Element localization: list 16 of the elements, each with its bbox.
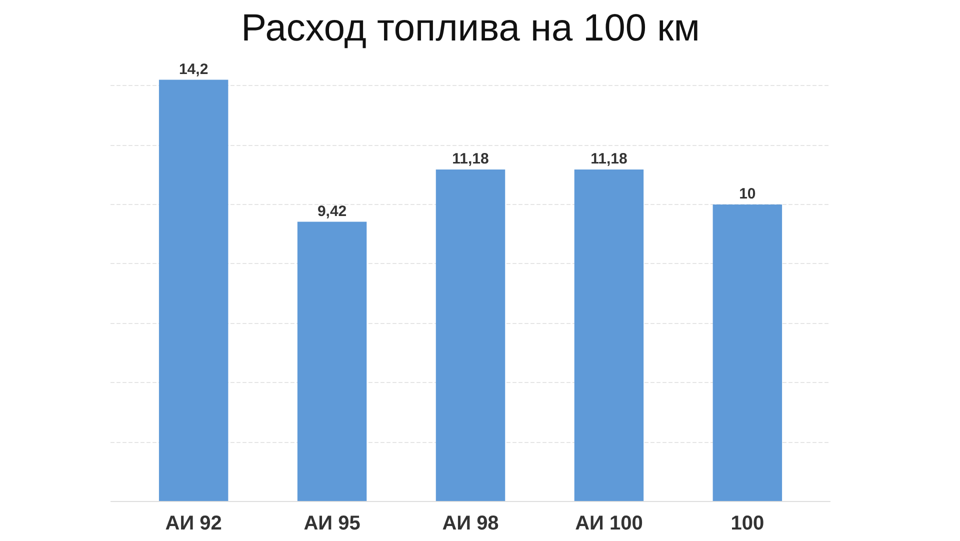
data-label: 14,2 xyxy=(178,60,208,78)
chart-title: Расход топлива на 100 км xyxy=(241,8,700,50)
bar xyxy=(158,80,228,502)
data-label: 11,18 xyxy=(452,150,489,168)
bar xyxy=(297,222,367,502)
bar xyxy=(574,169,644,502)
x-tick-label: АИ 100 xyxy=(575,512,643,534)
x-tick-label: АИ 98 xyxy=(442,512,499,534)
x-tick-label: АИ 95 xyxy=(304,512,360,534)
data-label: 11,18 xyxy=(590,150,628,168)
bar xyxy=(436,169,506,502)
bar xyxy=(712,204,782,502)
x-tick-label: АИ 92 xyxy=(165,512,222,534)
data-label: 9,42 xyxy=(317,202,347,220)
x-tick-label: 100 xyxy=(730,512,764,534)
data-label: 10 xyxy=(739,186,756,203)
